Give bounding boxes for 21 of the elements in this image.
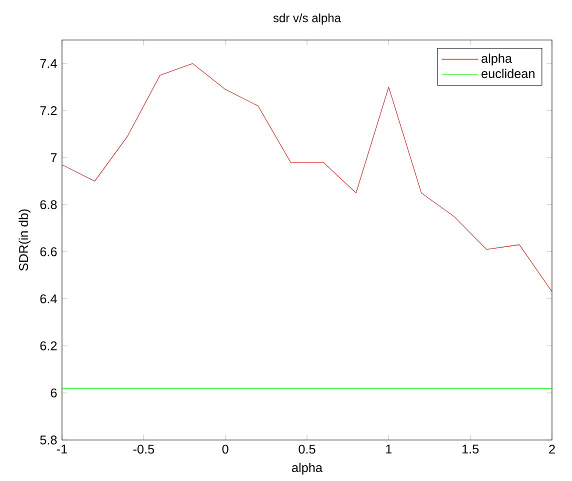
chart-title: sdr v/s alpha: [273, 13, 341, 25]
y-tick-label: 6: [50, 388, 57, 398]
y-tick-label: 7: [50, 153, 57, 162]
x-tick-label: 0: [222, 444, 228, 454]
x-tick-label: -1: [56, 444, 68, 454]
x-tick-label: -0.5: [133, 444, 154, 454]
x-tick-label: 0.5: [298, 444, 316, 454]
x-tick-label: 1.5: [462, 444, 479, 454]
y-tick-label: 5.8: [40, 436, 57, 444]
y-axis-title: SDR(in db): [18, 209, 31, 271]
y-tick-label: 7.2: [40, 106, 57, 116]
y-tick-label: 7.4: [40, 59, 57, 68]
x-tick-label: 2: [549, 444, 555, 454]
y-tick-label: 6.2: [40, 341, 57, 350]
legend-label: euclidean: [482, 68, 534, 78]
y-tick-label: 6.4: [40, 294, 57, 304]
y-tick-label: 6.8: [40, 200, 57, 210]
x-axis-title: alpha: [292, 462, 322, 475]
y-tick-label: 6.6: [40, 247, 57, 256]
x-tick-label: 1: [386, 444, 392, 454]
legend-label: alpha: [482, 54, 512, 66]
